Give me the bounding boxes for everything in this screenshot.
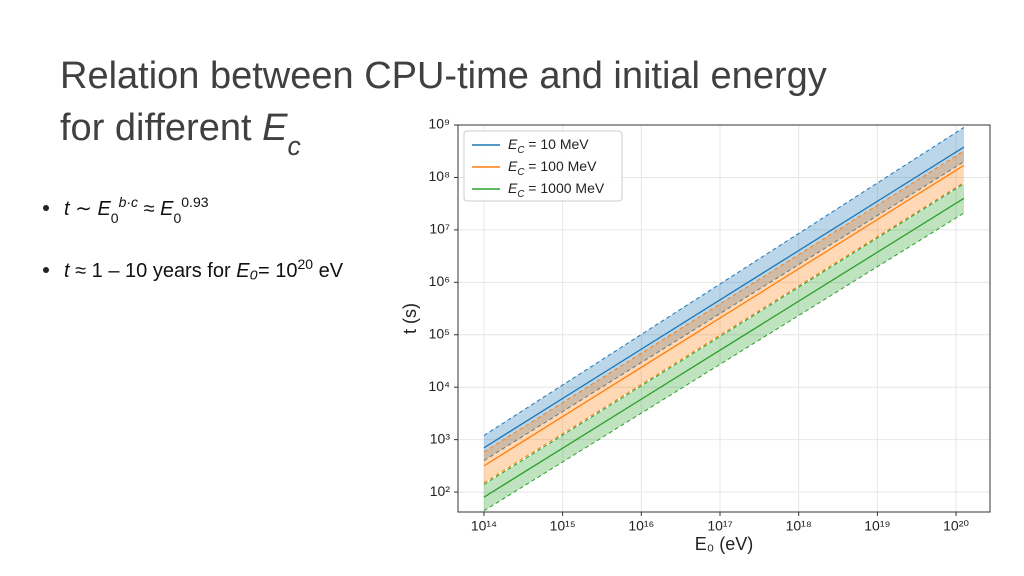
text-part: E xyxy=(160,198,174,220)
band-edge xyxy=(483,150,965,453)
bullet-dot xyxy=(43,205,49,211)
y-tick-label: 10⁴ xyxy=(428,378,450,394)
text-part: E xyxy=(508,136,518,152)
y-tick-label: 10⁶ xyxy=(429,273,450,289)
text-part: t xyxy=(64,260,71,282)
bullet-text: t ∼ E0b·c ≈ E00.93 xyxy=(64,194,209,226)
y-tick-label: 10³ xyxy=(430,430,451,446)
y-tick-label: 10⁸ xyxy=(429,168,451,184)
legend-entry: EC = 100 MeV xyxy=(508,158,597,178)
y-tick-label: 10⁵ xyxy=(429,325,450,341)
band-edge xyxy=(483,212,965,512)
legend-box xyxy=(463,130,623,202)
x-tick-label: 10¹⁶ xyxy=(628,518,654,534)
text-part: C xyxy=(517,167,525,178)
text-part: 0.93 xyxy=(181,194,208,210)
line xyxy=(483,146,965,449)
text-part: = 100 MeV xyxy=(524,158,597,174)
text-part: c xyxy=(287,131,300,161)
x-tick-label: 10¹⁴ xyxy=(471,518,497,534)
x-tick-label: 10¹⁷ xyxy=(707,518,732,534)
band-edge xyxy=(483,183,965,485)
x-tick-label: 10²⁰ xyxy=(943,518,969,534)
slide-title: Relation between CPU-time and initial en… xyxy=(60,55,827,97)
y-tick-label: 10⁹ xyxy=(428,116,450,132)
text-part: 0 xyxy=(111,210,119,226)
y-tick-label: 10⁷ xyxy=(429,221,450,237)
band-edge xyxy=(483,161,965,461)
x-tick-label: 10¹⁸ xyxy=(786,518,812,534)
text-part: 0 xyxy=(173,210,181,226)
text-part: b·c xyxy=(119,194,138,210)
x-tick-label: 10¹⁵ xyxy=(550,518,576,534)
bullet-text: t ≈ 1 – 10 years for E₀= 1020 eV xyxy=(64,256,344,282)
legend-entry: EC = 1000 MeV xyxy=(508,180,605,200)
text-part: 20 xyxy=(297,256,313,272)
text-part: t xyxy=(64,198,71,220)
text-part: E₀ xyxy=(236,260,258,282)
text-part: ≈ 1 – 10 years for xyxy=(70,260,237,282)
text-part: = 10 MeV xyxy=(524,136,589,152)
text-part: 10 xyxy=(275,260,297,282)
text-part: E xyxy=(508,158,518,174)
x-tick-label: 10¹⁹ xyxy=(864,518,890,534)
text-part: ∼ xyxy=(70,198,98,220)
text-part: C xyxy=(517,145,525,156)
bullet-dot xyxy=(43,267,49,273)
band xyxy=(483,150,964,483)
line xyxy=(483,164,965,467)
text-part: eV xyxy=(313,260,344,282)
text-part: = xyxy=(258,260,275,282)
text-part: E xyxy=(508,180,518,196)
text-part: Relation between CPU-time and initial en… xyxy=(60,55,827,97)
plot-frame xyxy=(457,124,991,513)
text-part: C xyxy=(517,189,525,200)
line xyxy=(483,197,965,498)
legend-entry: EC = 10 MeV xyxy=(508,136,589,156)
text-part: E xyxy=(262,107,288,149)
x-axis-label: E₀ (eV) xyxy=(695,534,753,554)
text-part: for different xyxy=(60,107,262,149)
text-part: E xyxy=(97,198,111,220)
text-part: = 1000 MeV xyxy=(524,180,604,196)
y-tick-label: 10² xyxy=(430,483,451,499)
slide-title: for different Ec xyxy=(60,107,301,161)
band-edge xyxy=(483,182,965,484)
text-part: ≈ xyxy=(138,198,160,220)
y-axis-label: t (s) xyxy=(400,303,420,334)
